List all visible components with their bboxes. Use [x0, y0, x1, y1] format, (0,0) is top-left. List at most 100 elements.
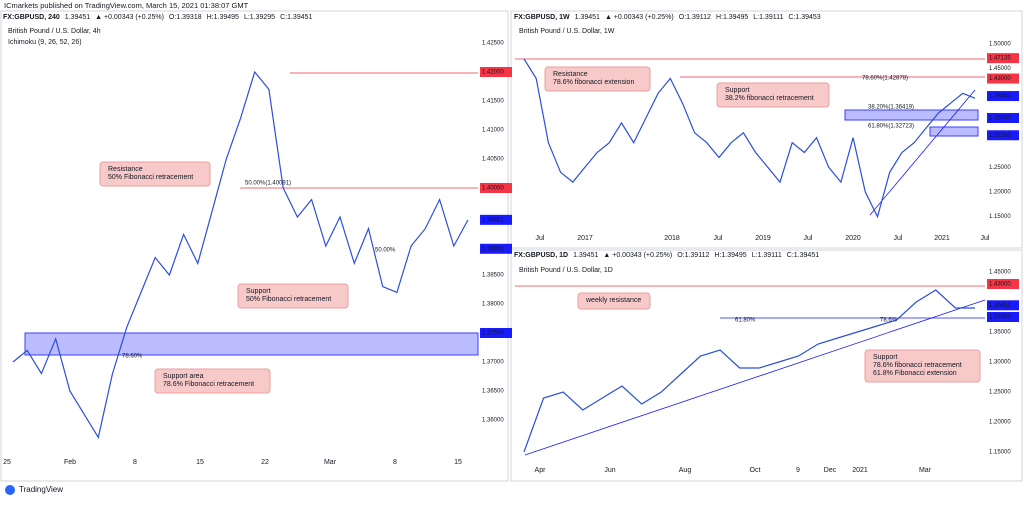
time-label: 2021	[934, 235, 950, 242]
ohlc: L:1.39111	[752, 252, 782, 259]
price-label: 1.15000	[989, 214, 1011, 220]
time-label: Mar	[919, 467, 932, 474]
price-label: 1.38952	[482, 246, 504, 252]
price-label: 1.45000	[989, 66, 1011, 72]
price-tag	[987, 73, 1019, 84]
price-tag	[480, 67, 512, 77]
instrument-name: British Pound / U.S. Dollar, 4h	[8, 28, 101, 35]
price-label: 1.38500	[482, 273, 504, 279]
zone	[929, 126, 979, 137]
price-label: 1.40500	[482, 157, 504, 163]
indicator: Ichimoku (9, 26, 52, 26)	[8, 39, 82, 46]
annotation-text: 78.6% fibonacci extension	[553, 79, 634, 86]
fib-label: 78.60%(1.42878)	[862, 76, 908, 82]
ohlc: O:1.39318	[169, 14, 202, 21]
time-label: 9	[796, 467, 800, 474]
ohlc: L:1.39295	[244, 14, 275, 21]
change: ▲ +0.00343 (+0.25%)	[603, 252, 672, 259]
change: ▲ +0.00343 (+0.25%)	[605, 14, 674, 21]
price-label: 1.37500	[482, 331, 504, 337]
price-label: 1.31500	[989, 133, 1011, 139]
fib-label: 61.80%(1.32723)	[868, 124, 914, 130]
price-label: 1.20000	[989, 420, 1011, 426]
time-label: Jul	[981, 235, 990, 242]
ohlc: C:1.39451	[280, 14, 312, 21]
price-label: 1.36500	[482, 389, 504, 395]
price-label: 1.41500	[482, 99, 504, 105]
price-tag	[987, 53, 1019, 64]
price-label: 1.39451	[989, 303, 1011, 309]
annotation-box	[237, 283, 349, 309]
time-label: 15	[196, 459, 204, 466]
time-label: 22	[261, 459, 269, 466]
fib-label: 61.80%	[735, 318, 756, 324]
time-label: 2019	[755, 235, 771, 242]
time-label: Mar	[324, 459, 337, 466]
last-price: 1.39451	[573, 252, 598, 259]
price-tag	[987, 91, 1019, 102]
time-label: 8	[393, 459, 397, 466]
last-price: 1.39451	[575, 14, 600, 21]
time-label: 8	[133, 459, 137, 466]
price-label: 1.50000	[989, 42, 1011, 48]
panel-frame	[510, 249, 1023, 482]
price-label: 1.40000	[482, 186, 504, 192]
annotation-text: 78.6% Fibonacci retracement	[163, 381, 254, 388]
time-label: Feb	[64, 459, 76, 466]
ohlc: H:1.39495	[207, 14, 239, 21]
fib-label: 50.00%(1.40091)	[245, 181, 291, 187]
price-label: 1.15000	[989, 450, 1011, 456]
annotation-text: 61.8% Fibonacci extension	[873, 370, 957, 377]
price-label: 1.30000	[989, 360, 1011, 366]
price-label: 1.39451	[482, 217, 504, 223]
price-label: 1.37500	[989, 315, 1011, 321]
symbol: FX:GBPUSD, 1D	[514, 252, 568, 259]
symbol: FX:GBPUSD, 1W	[514, 14, 570, 21]
price-line	[12, 70, 469, 439]
annotation-text: Resistance	[553, 71, 588, 78]
zone	[24, 332, 479, 356]
annotation-text: Support	[246, 288, 271, 295]
annotation-text: 50% Fibonacci retracement	[108, 174, 193, 181]
price-tag	[987, 130, 1019, 141]
price-label: 1.36000	[482, 418, 504, 424]
price-tag	[480, 214, 512, 225]
price-label: 1.42500	[482, 41, 504, 47]
annotation-text: 78.6% fibonacci retracement	[873, 362, 962, 369]
price-tag	[480, 183, 512, 193]
price-label: 1.42000	[482, 70, 504, 76]
price-label: 1.20000	[989, 190, 1011, 196]
change: ▲ +0.00343 (+0.25%)	[95, 14, 164, 21]
price-tag	[987, 312, 1019, 322]
annotation: weekly resistance	[577, 292, 651, 310]
time-label: Oct	[750, 467, 761, 474]
time-label: 2017	[577, 235, 593, 242]
price-label: 1.38000	[482, 302, 504, 308]
annotation-box	[716, 82, 830, 108]
price-label: 1.35000	[989, 330, 1011, 336]
time-label: 15	[454, 459, 462, 466]
ohlc: C:1.39451	[787, 252, 819, 259]
annotation-text: 50% Fibonacci retracement	[246, 296, 331, 303]
annotation-text: Support	[873, 354, 898, 361]
time-label: Jul	[536, 235, 545, 242]
logo	[5, 485, 15, 495]
price-tag	[480, 328, 512, 338]
price-label: 1.35000	[989, 116, 1011, 122]
time-label: Jun	[604, 467, 615, 474]
ohlc: C:1.39453	[788, 14, 820, 21]
fib-label: 78.60%	[122, 354, 143, 360]
time-label: 2020	[845, 235, 861, 242]
ohlc: L:1.39111	[753, 14, 783, 21]
time-label: Jul	[714, 235, 723, 242]
symbol: FX:GBPUSD, 240	[3, 14, 60, 21]
annotation-text: Support	[725, 87, 750, 94]
fib-label: 38.20%(1.36419)	[868, 105, 914, 111]
annotation-text: Resistance	[108, 166, 143, 173]
ohlc: O:1.39112	[679, 14, 711, 21]
